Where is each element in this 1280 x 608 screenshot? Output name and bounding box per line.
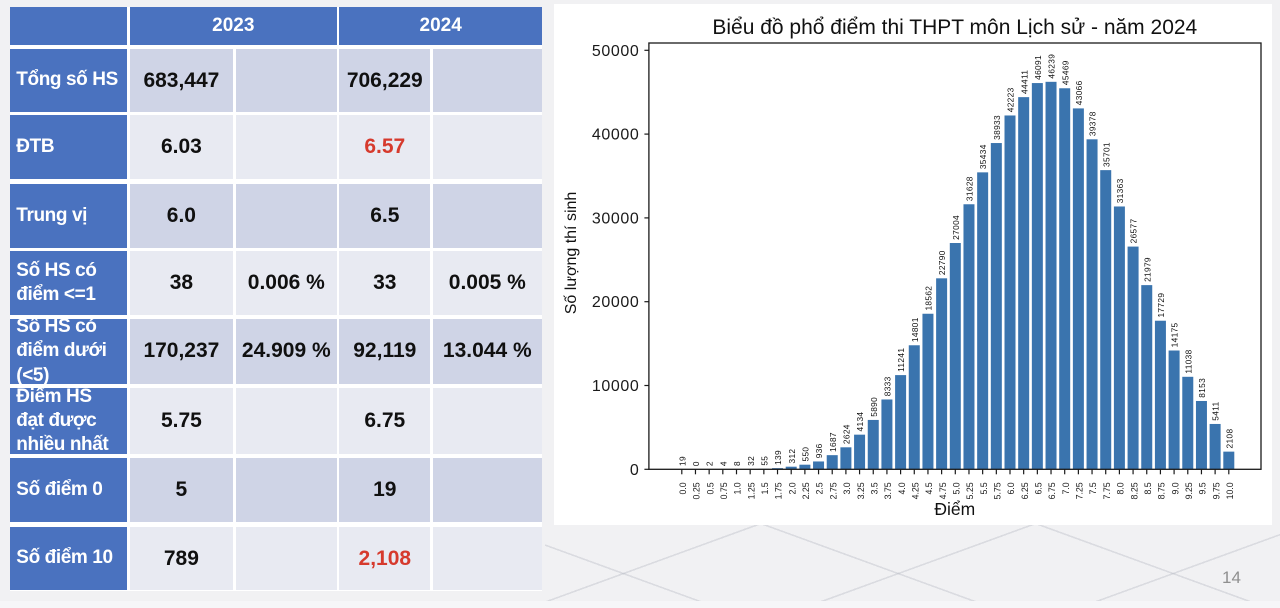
- svg-text:Biểu đồ phổ điểm thi THPT môn: Biểu đồ phổ điểm thi THPT môn Lịch sử - …: [712, 16, 1197, 39]
- svg-text:31363: 31363: [1115, 178, 1125, 203]
- svg-text:7.0: 7.0: [1061, 482, 1071, 494]
- svg-text:19: 19: [677, 456, 687, 466]
- svg-text:4.0: 4.0: [897, 482, 907, 494]
- svg-text:18562: 18562: [924, 286, 934, 311]
- svg-text:5890: 5890: [869, 397, 879, 417]
- svg-text:31628: 31628: [965, 176, 975, 201]
- svg-text:1.0: 1.0: [733, 482, 743, 494]
- svg-text:10000: 10000: [592, 378, 640, 395]
- svg-text:5.5: 5.5: [979, 482, 989, 494]
- svg-text:1.25: 1.25: [746, 482, 756, 499]
- svg-text:14175: 14175: [1170, 322, 1180, 347]
- svg-text:8: 8: [732, 461, 742, 466]
- svg-text:2: 2: [705, 461, 715, 466]
- svg-text:0.25: 0.25: [692, 482, 702, 499]
- svg-text:936: 936: [814, 443, 824, 458]
- svg-text:20000: 20000: [592, 294, 640, 311]
- svg-text:5411: 5411: [1211, 401, 1221, 420]
- svg-text:Số lượng thí sinh: Số lượng thí sinh: [563, 192, 580, 315]
- svg-text:44411: 44411: [1019, 70, 1029, 94]
- svg-text:5.25: 5.25: [965, 482, 975, 499]
- svg-text:Điểm: Điểm: [934, 499, 975, 519]
- svg-text:0: 0: [691, 461, 701, 466]
- svg-text:6.75: 6.75: [1047, 482, 1057, 499]
- svg-text:4: 4: [718, 461, 728, 466]
- svg-text:8333: 8333: [883, 376, 893, 396]
- svg-text:8.25: 8.25: [1129, 482, 1139, 499]
- svg-text:3.0: 3.0: [842, 482, 852, 494]
- svg-text:3.5: 3.5: [869, 482, 879, 494]
- svg-text:39378: 39378: [1088, 111, 1098, 136]
- svg-text:1.75: 1.75: [774, 482, 784, 499]
- svg-text:55: 55: [759, 456, 769, 466]
- svg-text:6.0: 6.0: [1006, 482, 1016, 494]
- svg-text:35701: 35701: [1101, 142, 1111, 167]
- svg-text:1687: 1687: [828, 432, 838, 452]
- svg-text:550: 550: [800, 447, 810, 462]
- svg-text:7.5: 7.5: [1088, 482, 1098, 494]
- svg-text:8.0: 8.0: [1116, 482, 1126, 494]
- svg-text:8.5: 8.5: [1143, 482, 1153, 494]
- svg-text:35434: 35434: [978, 144, 988, 169]
- svg-text:5.75: 5.75: [993, 482, 1003, 499]
- svg-text:3.75: 3.75: [883, 482, 893, 499]
- svg-text:2.25: 2.25: [801, 482, 811, 499]
- svg-text:8.75: 8.75: [1157, 482, 1167, 499]
- svg-text:312: 312: [787, 449, 797, 464]
- svg-text:26577: 26577: [1129, 219, 1139, 244]
- svg-text:2108: 2108: [1224, 429, 1234, 449]
- svg-text:10.0: 10.0: [1225, 482, 1235, 499]
- svg-text:43066: 43066: [1074, 80, 1084, 105]
- svg-text:14801: 14801: [910, 317, 920, 342]
- svg-text:9.5: 9.5: [1198, 482, 1208, 494]
- svg-text:0: 0: [630, 462, 640, 479]
- svg-text:9.75: 9.75: [1211, 482, 1221, 499]
- svg-text:2624: 2624: [842, 424, 852, 444]
- svg-text:11038: 11038: [1183, 349, 1193, 373]
- svg-text:2.75: 2.75: [828, 482, 838, 499]
- svg-text:0.0: 0.0: [678, 482, 688, 494]
- svg-text:22790: 22790: [937, 250, 947, 275]
- svg-text:6.5: 6.5: [1034, 482, 1044, 494]
- svg-text:4.5: 4.5: [924, 482, 934, 494]
- svg-text:46239: 46239: [1047, 54, 1057, 79]
- svg-text:40000: 40000: [592, 127, 640, 144]
- svg-text:6.25: 6.25: [1020, 482, 1030, 499]
- svg-text:9.25: 9.25: [1184, 482, 1194, 499]
- svg-text:50000: 50000: [592, 43, 640, 60]
- svg-text:2.0: 2.0: [787, 482, 797, 494]
- svg-text:7.25: 7.25: [1075, 482, 1085, 499]
- svg-text:3.25: 3.25: [856, 482, 866, 499]
- svg-text:46091: 46091: [1033, 55, 1043, 80]
- svg-text:1.5: 1.5: [760, 482, 770, 494]
- svg-text:27004: 27004: [951, 215, 961, 240]
- svg-text:8153: 8153: [1197, 378, 1207, 398]
- svg-text:4.25: 4.25: [910, 482, 920, 499]
- svg-text:45469: 45469: [1060, 60, 1070, 85]
- svg-text:17729: 17729: [1156, 293, 1166, 318]
- svg-text:21979: 21979: [1142, 257, 1152, 282]
- svg-text:2.5: 2.5: [815, 482, 825, 494]
- svg-text:9.0: 9.0: [1170, 482, 1180, 494]
- svg-text:7.75: 7.75: [1102, 482, 1112, 499]
- svg-text:30000: 30000: [592, 210, 640, 227]
- svg-text:32: 32: [746, 456, 756, 466]
- svg-text:42223: 42223: [1006, 87, 1016, 112]
- svg-text:139: 139: [773, 450, 783, 465]
- svg-text:38933: 38933: [992, 115, 1002, 140]
- svg-text:4.75: 4.75: [938, 482, 948, 499]
- svg-text:0.5: 0.5: [705, 482, 715, 494]
- svg-text:4134: 4134: [855, 412, 865, 432]
- svg-text:0.75: 0.75: [719, 482, 729, 499]
- svg-text:5.0: 5.0: [952, 482, 962, 494]
- svg-text:11241: 11241: [896, 348, 906, 372]
